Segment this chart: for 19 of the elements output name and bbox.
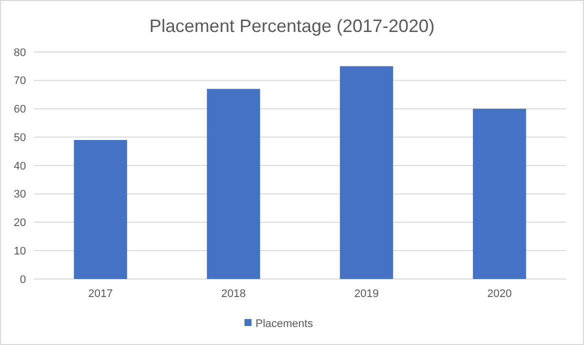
x-tick-label: 2018 xyxy=(221,288,246,300)
bar xyxy=(340,66,394,279)
y-tick-label: 70 xyxy=(14,75,26,88)
y-tick-label: 50 xyxy=(14,132,26,144)
bar xyxy=(74,140,128,279)
y-tick-label: 0 xyxy=(20,274,26,286)
x-tick-label: 2019 xyxy=(354,288,379,300)
y-tick-label: 60 xyxy=(14,104,26,116)
y-tick-label: 80 xyxy=(14,46,26,59)
y-tick-label: 40 xyxy=(14,160,26,172)
bar xyxy=(472,108,526,279)
y-tick-label: 20 xyxy=(14,217,26,230)
y-tick-label: 30 xyxy=(14,188,26,201)
legend-label: Placements xyxy=(256,318,314,330)
x-tick-label: 2020 xyxy=(487,288,512,300)
x-tick-label: 2017 xyxy=(88,288,113,300)
y-tick-label: 10 xyxy=(14,245,26,258)
bar xyxy=(206,88,260,279)
chart-title: Placement Percentage (2017-2020) xyxy=(149,16,435,36)
